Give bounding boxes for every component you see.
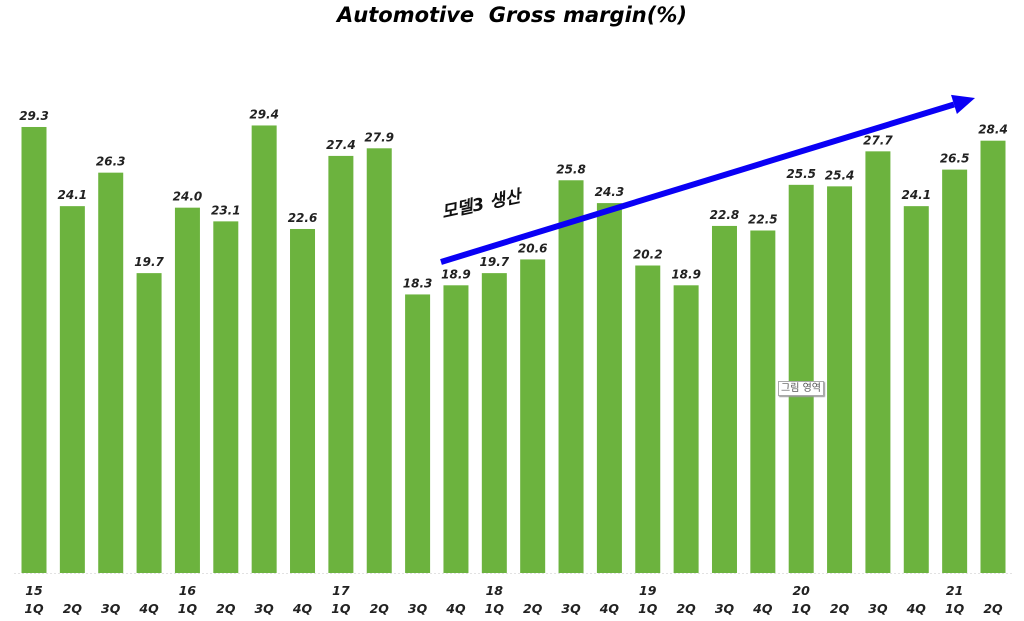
data-label: 28.4	[978, 123, 1008, 137]
data-label: 27.9	[364, 130, 394, 144]
x-tick-quarter: 2Q	[63, 601, 83, 616]
x-tick-quarter: 2Q	[983, 601, 1003, 616]
bar	[635, 265, 661, 573]
x-tick-year: 17	[332, 583, 350, 598]
bar	[21, 126, 47, 573]
bar	[213, 221, 239, 573]
x-tick-quarter: 2Q	[523, 601, 543, 616]
x-tick-year: 16	[179, 583, 197, 598]
bar	[980, 140, 1006, 573]
data-label: 29.4	[249, 107, 279, 121]
data-label: 22.8	[710, 208, 740, 222]
bar	[136, 273, 162, 573]
chart-title: Automotive Gross margin(%)	[337, 3, 687, 27]
bar	[596, 203, 622, 573]
trend-arrow-head	[951, 94, 975, 115]
x-tick-quarter: 1Q	[178, 601, 198, 616]
bar	[328, 155, 354, 573]
plot-area-tooltip: 그림 영역	[778, 381, 824, 396]
data-label: 22.5	[748, 213, 778, 227]
bar	[290, 228, 316, 573]
bar	[443, 285, 469, 573]
x-tick-year: 19	[639, 583, 657, 598]
data-label: 24.0	[173, 190, 203, 204]
data-label: 26.3	[96, 155, 126, 169]
x-tick-quarter: 3Q	[408, 601, 428, 616]
data-label: 24.3	[595, 185, 625, 199]
x-tick-quarter: 4Q	[599, 601, 620, 616]
bar	[59, 206, 85, 573]
data-label: 18.3	[403, 276, 433, 290]
data-label: 18.9	[671, 267, 701, 281]
bar	[366, 148, 392, 574]
data-label: 27.7	[863, 133, 893, 147]
bar	[711, 225, 737, 573]
data-label: 18.9	[441, 267, 471, 281]
x-tick-quarter: 3Q	[868, 601, 888, 616]
bar	[942, 169, 968, 573]
bar	[750, 230, 776, 573]
x-tick-quarter: 4Q	[445, 601, 466, 616]
x-tick-quarter: 2Q	[830, 601, 850, 616]
trend-arrow-line	[440, 101, 955, 265]
data-label: 23.1	[211, 203, 241, 217]
x-tick-quarter: 3Q	[254, 601, 274, 616]
data-label: 19.7	[134, 255, 164, 269]
x-tick-quarter: 4Q	[906, 601, 927, 616]
x-tick-quarter: 4Q	[292, 601, 313, 616]
data-label: 24.1	[901, 188, 931, 202]
x-tick-quarter: 4Q	[138, 601, 159, 616]
bar	[903, 206, 929, 573]
x-tick-quarter: 1Q	[638, 601, 658, 616]
x-tick-quarter: 3Q	[561, 601, 581, 616]
bar	[174, 207, 200, 573]
bar	[865, 151, 891, 573]
x-tick-quarter: 1Q	[331, 601, 351, 616]
data-label: 25.8	[556, 162, 586, 176]
bar	[788, 184, 814, 574]
bar	[481, 273, 507, 573]
data-label: 26.5	[940, 152, 970, 166]
data-label: 20.6	[518, 241, 548, 255]
data-label: 20.2	[633, 248, 663, 262]
data-label: 29.3	[19, 109, 49, 123]
data-label: 25.5	[786, 167, 816, 181]
x-tick-quarter: 3Q	[715, 601, 735, 616]
bar	[673, 285, 699, 573]
x-tick-quarter: 2Q	[676, 601, 696, 616]
x-tick-quarter: 1Q	[945, 601, 965, 616]
data-label: 24.1	[58, 188, 88, 202]
bar	[251, 125, 277, 573]
x-tick-quarter: 2Q	[370, 601, 390, 616]
x-tick-year: 21	[946, 583, 963, 598]
bar	[405, 294, 431, 573]
data-label: 22.6	[288, 211, 318, 225]
x-tick-year: 15	[25, 583, 43, 598]
bar	[98, 172, 124, 573]
data-label: 19.7	[480, 255, 510, 269]
x-tick-quarter: 4Q	[752, 601, 773, 616]
data-label: 27.4	[326, 138, 356, 152]
x-tick-quarter: 2Q	[216, 601, 236, 616]
bar	[520, 259, 546, 573]
x-tick-year: 20	[792, 583, 810, 598]
data-label: 25.4	[825, 168, 855, 182]
x-tick-quarter: 1Q	[792, 601, 812, 616]
x-tick-quarter: 1Q	[485, 601, 505, 616]
x-tick-quarter: 3Q	[101, 601, 121, 616]
bar	[827, 186, 853, 573]
x-tick-year: 18	[486, 583, 504, 598]
bar	[558, 180, 584, 573]
x-tick-quarter: 1Q	[24, 601, 44, 616]
